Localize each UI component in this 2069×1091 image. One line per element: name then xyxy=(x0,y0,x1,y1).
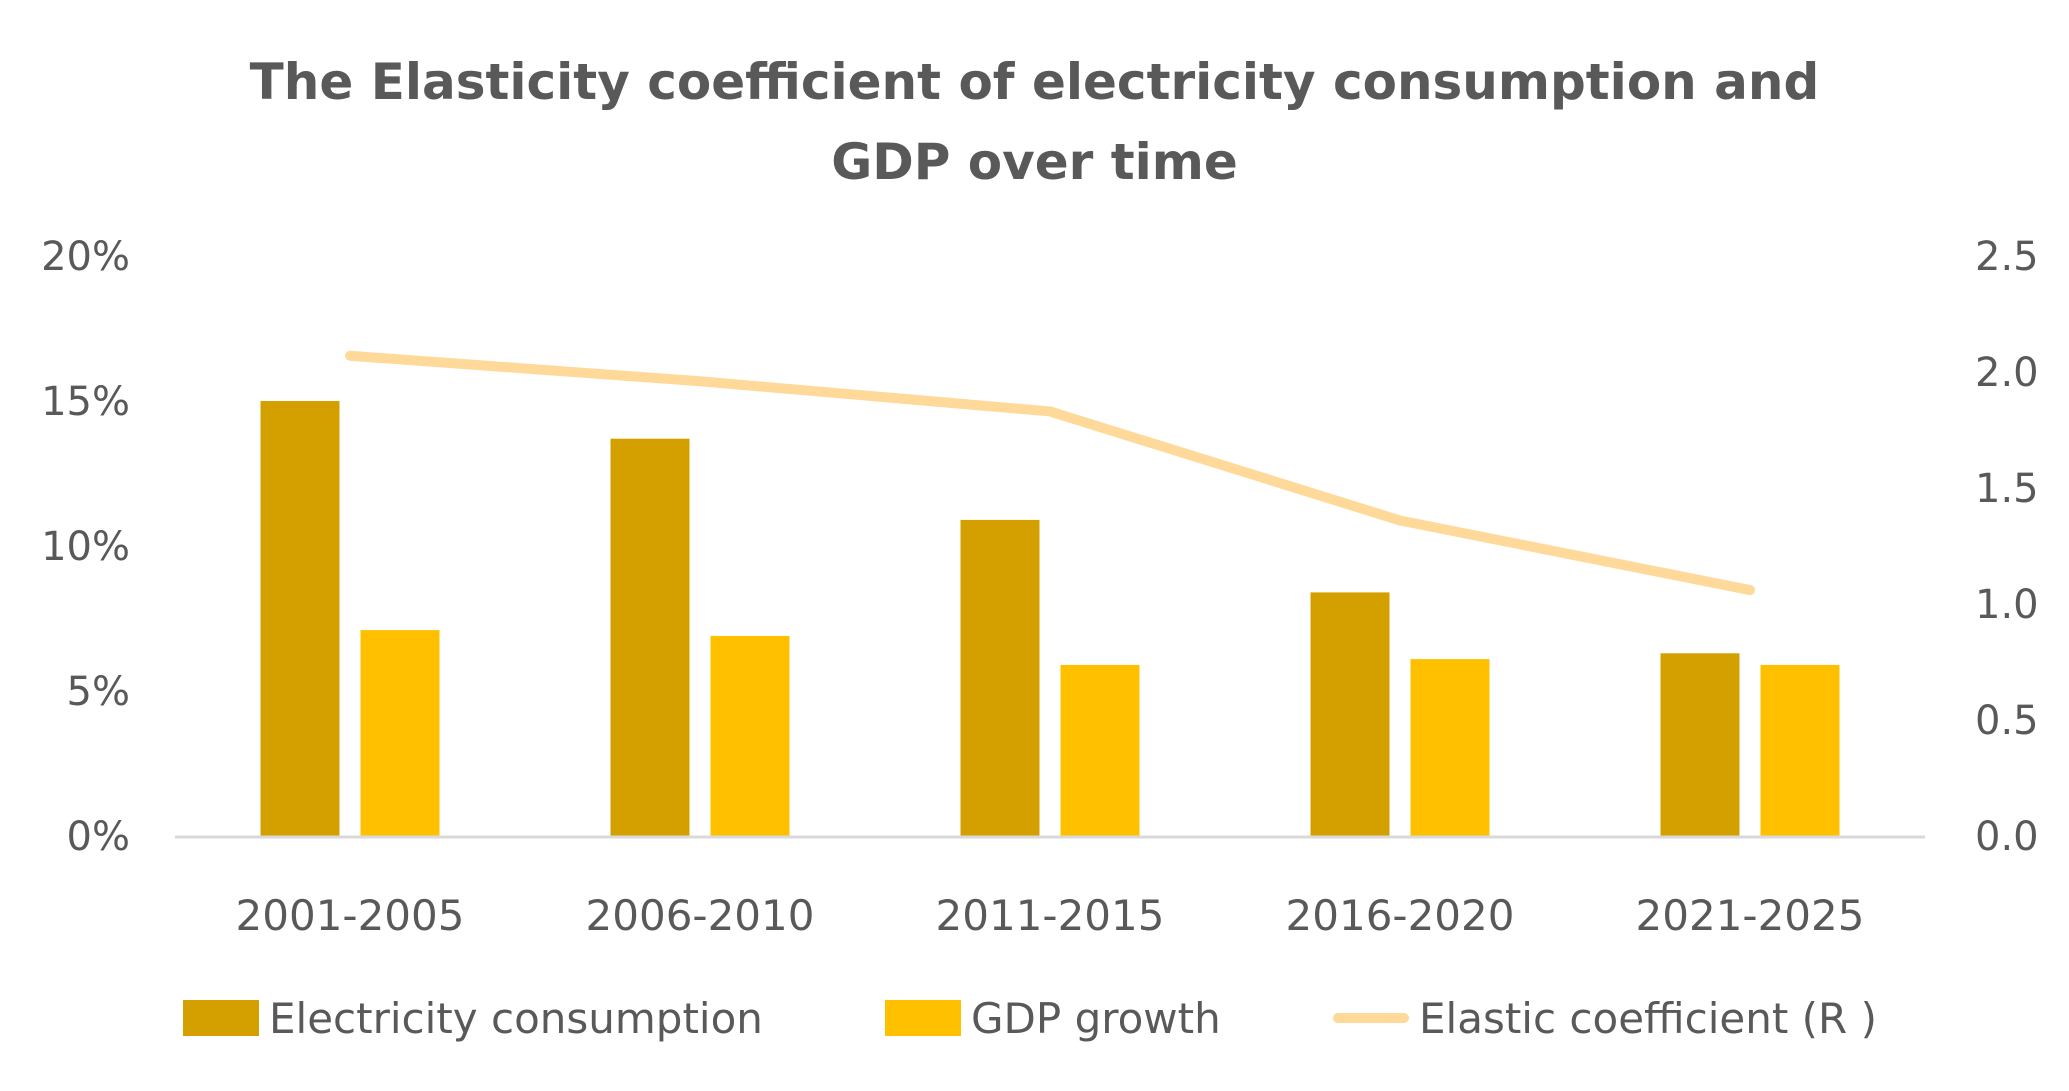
right-tick-label: 1.5 xyxy=(1975,466,2039,512)
bar-electricity-consumption xyxy=(260,401,340,836)
right-tick-label: 0.5 xyxy=(1975,698,2039,744)
x-tick-label: 2011-2015 xyxy=(936,891,1165,940)
bar-electricity-consumption xyxy=(610,438,690,836)
right-tick-label: 2.0 xyxy=(1975,350,2039,396)
bar-electricity-consumption xyxy=(960,519,1040,836)
legend-swatch-elastic xyxy=(1333,1013,1409,1023)
left-tick-label: 15% xyxy=(41,379,130,425)
x-tick-label: 2006-2010 xyxy=(586,891,815,940)
legend-label: GDP growth xyxy=(971,993,1221,1043)
left-tick-label: 0% xyxy=(67,814,130,860)
legend: Electricity consumption GDP growth Elast… xyxy=(0,988,2069,1048)
chart-title-line-2: GDP over time xyxy=(831,133,1238,191)
legend-swatch-gdp xyxy=(885,1000,961,1036)
legend-swatch-electricity xyxy=(183,1000,259,1036)
bar-gdp-growth xyxy=(1410,659,1490,836)
bar-electricity-consumption xyxy=(1660,653,1740,836)
x-tick-label: 2001-2005 xyxy=(236,891,465,940)
legend-item-electricity[interactable]: Electricity consumption xyxy=(183,988,763,1048)
chart-title: The Elasticity coefficient of electricit… xyxy=(0,42,2069,202)
x-tick-label: 2016-2020 xyxy=(1286,891,1515,940)
bar-gdp-growth xyxy=(710,635,790,836)
right-tick-label: 1.0 xyxy=(1975,582,2039,628)
bar-electricity-consumption xyxy=(1310,592,1390,836)
x-axis-labels: 2001-2005 2006-2010 2011-2015 2016-2020 2021… xyxy=(236,891,1865,940)
left-tick-label: 5% xyxy=(67,669,130,715)
line-elastic-coefficient xyxy=(345,350,1755,596)
left-axis: 0% 5% 10% 15% 20% xyxy=(41,234,130,860)
legend-label: Elastic coefficient (R ) xyxy=(1419,993,1877,1043)
right-axis: 0.0 0.5 1.0 1.5 2.0 2.5 xyxy=(1975,234,2039,860)
x-tick-label: 2021-2025 xyxy=(1636,891,1865,940)
right-tick-label: 2.5 xyxy=(1975,234,2039,280)
right-tick-label: 0.0 xyxy=(1975,814,2039,860)
bar-gdp-growth xyxy=(360,630,440,836)
bar-gdp-growth xyxy=(1060,664,1140,836)
chart-title-line-1: The Elasticity coefficient of electricit… xyxy=(249,53,1820,111)
legend-label: Electricity consumption xyxy=(269,993,763,1043)
left-tick-label: 20% xyxy=(41,234,130,280)
left-tick-label: 10% xyxy=(41,524,130,570)
bars xyxy=(260,401,1840,836)
legend-item-gdp[interactable]: GDP growth xyxy=(885,988,1221,1048)
line-series xyxy=(345,350,1755,596)
legend-item-elastic[interactable]: Elastic coefficient (R ) xyxy=(1333,988,1877,1048)
bar-gdp-growth xyxy=(1760,664,1840,836)
